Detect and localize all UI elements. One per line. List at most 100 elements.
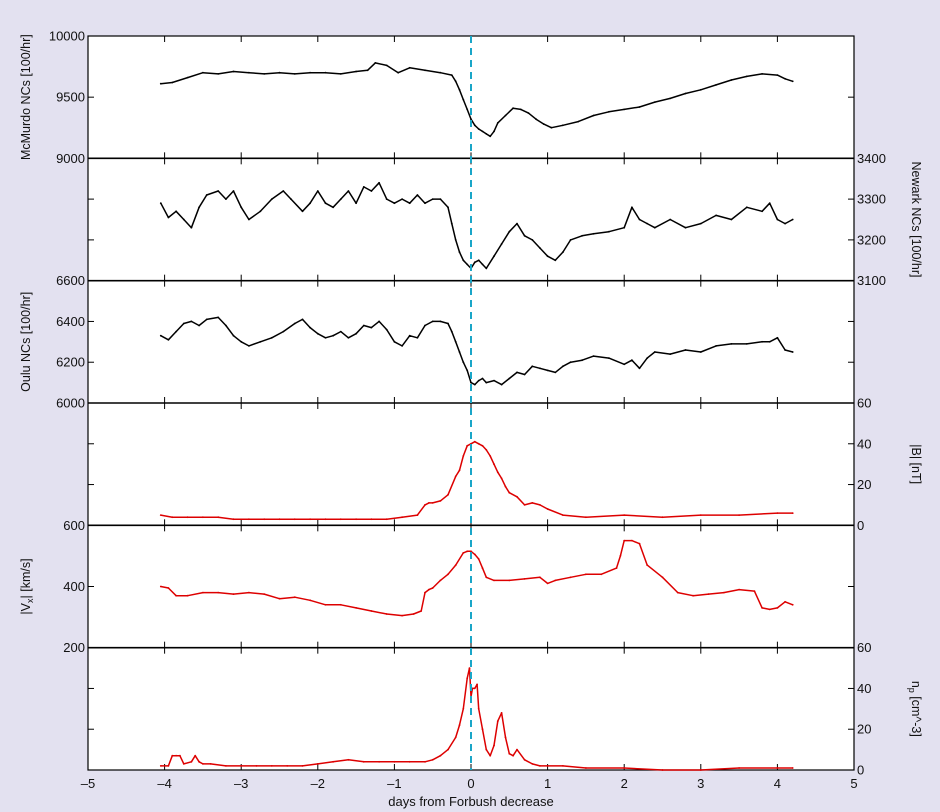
data-point [175,754,178,757]
data-point [194,754,197,757]
data-point [466,263,469,266]
data-point [500,383,503,386]
data-point [324,202,327,205]
data-point [623,363,626,366]
data-point [167,216,170,219]
data-point [485,748,488,751]
data-point [531,502,534,504]
x-tick-label: –3 [234,776,248,791]
data-point [431,758,434,761]
data-point [190,760,193,763]
y-tick-label: 9500 [56,90,85,105]
data-point [745,75,748,78]
data-point [562,765,564,767]
data-point [791,80,794,83]
data-point [225,324,227,327]
data-point [489,455,492,457]
data-point [600,573,603,576]
data-point [493,463,495,466]
data-point [159,765,162,767]
data-point [458,88,461,91]
data-point [439,71,442,74]
data-point [159,585,162,588]
data-point [309,326,311,329]
data-point [485,133,488,135]
data-point [248,591,250,594]
data-point [638,542,641,545]
data-point [424,760,426,763]
data-point [282,190,285,192]
data-point [646,564,649,566]
data-point [531,763,534,765]
data-point [397,71,400,74]
data-point [355,70,357,73]
data-point [508,377,511,380]
series-line [160,182,794,270]
x-tick-label: 3 [697,776,704,791]
data-point [301,765,304,767]
data-point [205,194,208,196]
data-point [784,600,786,603]
data-point [259,210,262,213]
data-point [408,334,411,337]
data-point [324,518,327,521]
data-point [186,594,189,597]
data-point [485,449,488,451]
data-point [462,259,465,262]
data-point [481,444,484,447]
data-point [202,763,204,765]
data-point [669,218,672,221]
data-point [523,234,526,237]
data-point [653,101,656,103]
data-point [730,343,733,345]
data-point [516,748,518,751]
data-point [508,491,511,494]
data-point [623,767,626,769]
data-point [481,130,484,133]
data-point [477,442,480,445]
data-point [768,340,771,343]
data-point [508,752,511,755]
data-point [454,80,457,83]
data-point [462,98,465,101]
data-point [585,573,587,576]
data-point [290,198,292,201]
data-point [240,340,243,343]
data-point [316,190,319,192]
data-point [182,322,185,325]
data-point [722,591,725,594]
data-point [462,455,465,457]
data-point [450,330,453,333]
data-point [232,593,235,595]
x-axis-label: days from Forbush decrease [388,794,553,809]
data-point [431,587,434,589]
data-point [523,578,526,580]
data-point [347,336,350,339]
data-point [439,320,442,323]
data-point [209,763,212,765]
data-point [493,379,495,382]
data-point [473,687,476,690]
data-point [447,493,449,496]
data-point [562,251,564,254]
data-point [179,754,181,757]
data-point [347,758,350,761]
data-point [378,760,380,763]
data-point [592,232,595,235]
series-line [160,316,793,386]
data-point [240,206,243,209]
data-point [466,108,469,111]
y-tick-label: 6200 [56,355,85,370]
data-point [248,518,250,521]
data-point [481,567,484,569]
data-point [439,500,442,502]
data-point [431,320,434,323]
data-point [217,591,220,594]
data-point [516,222,518,225]
data-point [416,194,419,196]
data-point [699,222,702,225]
data-point [186,516,189,519]
data-point [339,603,342,606]
y-tick-label: 200 [63,640,85,655]
